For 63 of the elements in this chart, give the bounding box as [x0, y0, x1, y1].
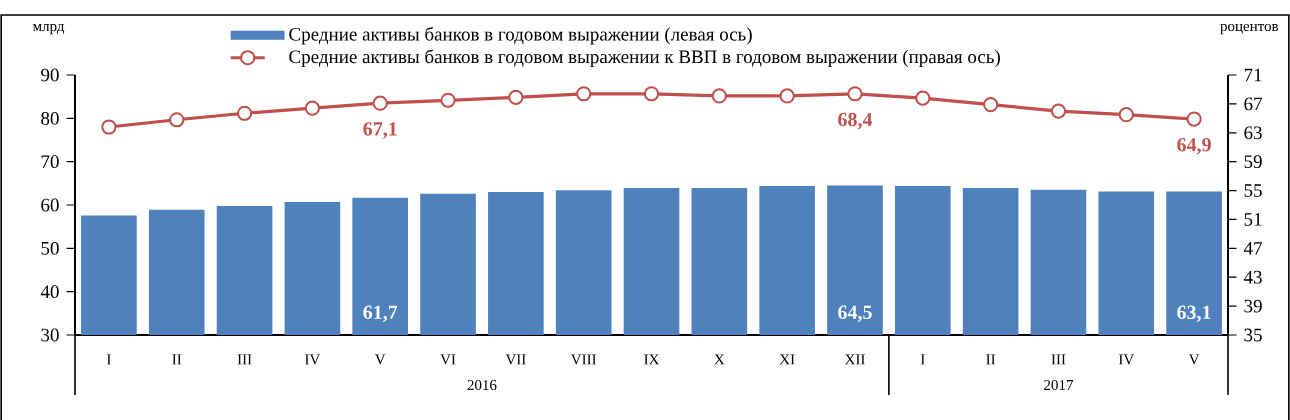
x-tick-label: VIII [570, 354, 597, 365]
y2-tick-label: 55 [1244, 184, 1262, 197]
y2-tick-label: 39 [1244, 299, 1262, 313]
point [983, 97, 999, 113]
y2-axis-title: роцентов [1220, 23, 1279, 35]
point [236, 105, 253, 121]
point [1118, 107, 1134, 123]
legend-label: Средние активы банков в годовом выражении к ВВП в годовом выражении (правая ось) [289, 49, 1000, 68]
data-label: 64,9 [1177, 138, 1211, 155]
point [169, 112, 185, 128]
data-label: 68,4 [838, 112, 873, 130]
y-tick-label: 60 [41, 198, 59, 212]
x-tick-label: IV [305, 354, 321, 365]
point [711, 88, 727, 104]
data-label: 63,1 [1177, 305, 1211, 322]
point [779, 88, 795, 104]
x-tick-label: I [920, 354, 925, 365]
y-axis-title: млрд [32, 23, 65, 35]
point [372, 95, 388, 111]
x-tick-label: IV [1118, 354, 1135, 365]
y2-tick-label: 67 [1244, 97, 1262, 111]
x-tick-label: III [237, 354, 252, 365]
data-label: 64,5 [838, 305, 872, 322]
data-label: 61,7 [363, 305, 398, 322]
x-tick-label: IX [644, 354, 660, 365]
point [304, 100, 320, 116]
x-tick-label: I [106, 354, 111, 365]
point [576, 86, 592, 102]
y-tick-label: 70 [41, 155, 59, 169]
x-tick-label: VII [505, 354, 526, 365]
y2-tick-label: 59 [1244, 155, 1262, 169]
point [643, 86, 660, 102]
y-tick-label: 80 [41, 111, 59, 125]
y2-tick-label: 47 [1243, 242, 1262, 255]
point [1050, 103, 1067, 119]
y-tick-label: 90 [41, 68, 59, 82]
x-tick-label: II [986, 354, 996, 365]
x-tick-label: XII [844, 354, 865, 365]
x-tick-label: V [1188, 354, 1200, 365]
y2-tick-label: 43 [1243, 270, 1262, 284]
point [1186, 111, 1202, 127]
text: 2016 [467, 379, 497, 391]
y-tick-label: 40 [40, 285, 59, 299]
y2-tick-label: 63 [1244, 126, 1262, 140]
point [915, 90, 931, 106]
x-tick-label: XI [779, 354, 795, 365]
x-tick-label: X [714, 354, 725, 365]
x-tick-label: III [1051, 354, 1066, 365]
point [508, 89, 524, 105]
point [101, 119, 117, 135]
y-tick-label: 50 [41, 241, 59, 255]
point [440, 92, 456, 108]
legend-label: Средние активы банков в годовом выражении (левая ось) [289, 26, 752, 45]
text: 2017 [1044, 379, 1074, 391]
y-tick-label: 30 [41, 328, 59, 342]
data-label: 67,1 [363, 122, 397, 139]
y2-tick-label: 51 [1244, 213, 1262, 226]
y2-tick-label: 35 [1244, 328, 1262, 342]
point [847, 86, 863, 102]
y2-tick-label: 71 [1244, 68, 1262, 82]
x-tick-label: V [374, 354, 386, 365]
x-tick-label: VI [440, 354, 456, 365]
x-tick-label: II [172, 354, 182, 365]
